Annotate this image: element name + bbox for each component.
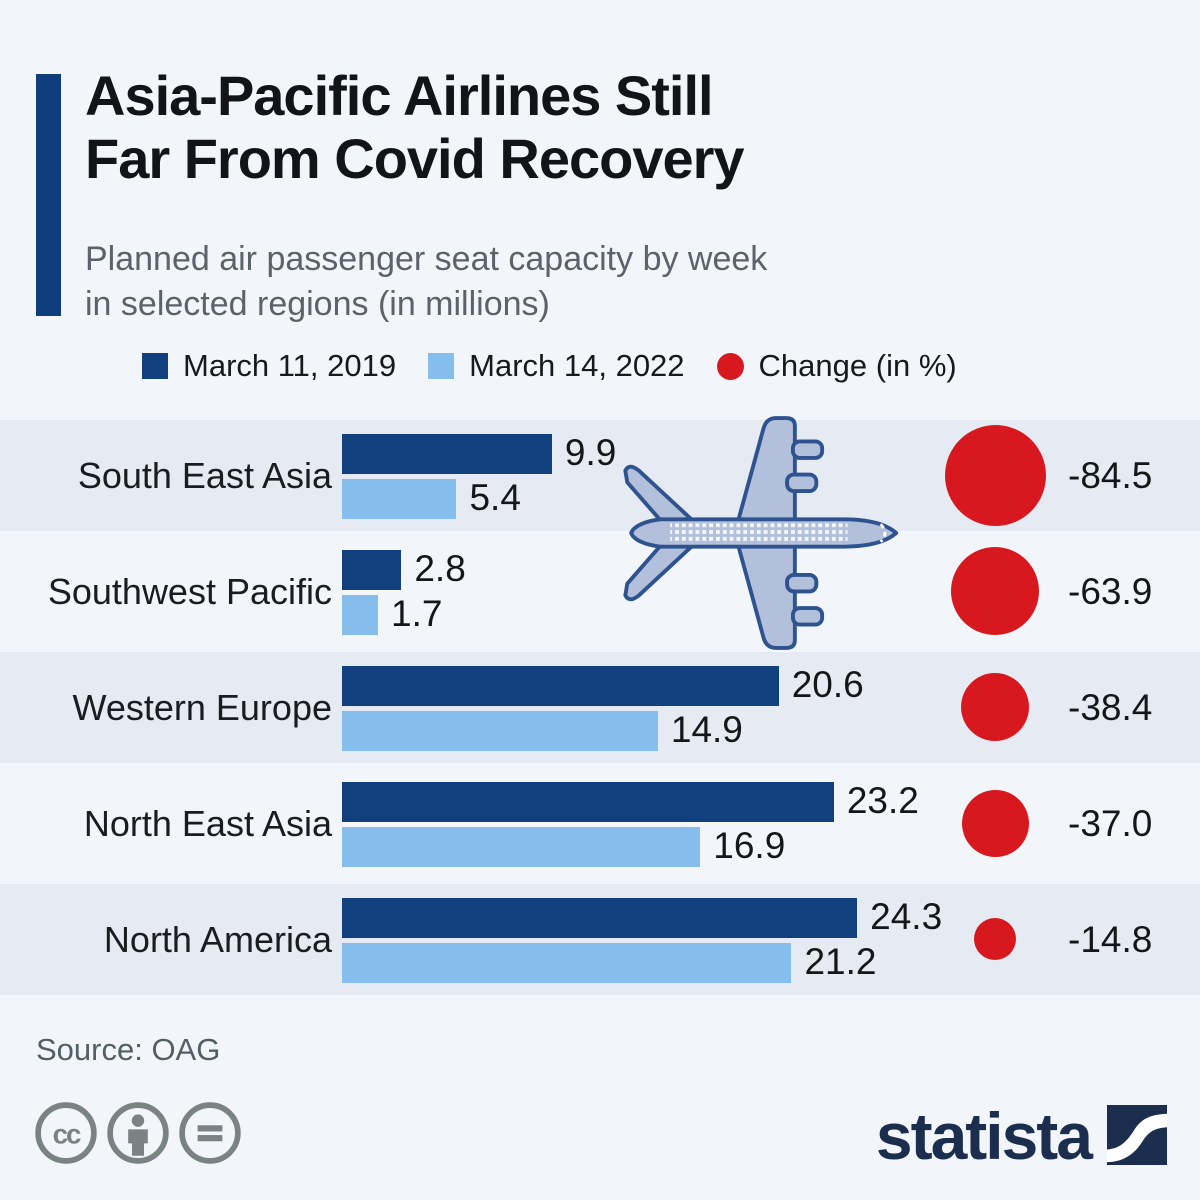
legend-swatch-2022: [428, 353, 455, 379]
change-value: -38.4: [1068, 686, 1153, 728]
bar-2019: [342, 782, 834, 822]
bar-2019: [342, 666, 779, 706]
bar-2022: [342, 479, 457, 519]
bar-value-2022: 21.2: [804, 941, 877, 982]
change-bubble: [951, 547, 1039, 635]
svg-text:cc: cc: [53, 1118, 81, 1149]
legend-item-2022: March 14, 2022: [428, 348, 685, 384]
bar-group: 20.6 14.9: [342, 652, 902, 763]
source-note: Source: OAG: [36, 1032, 221, 1067]
cc-icon[interactable]: cc: [34, 1101, 98, 1165]
bar-group: 23.2 16.9: [342, 768, 919, 879]
chart-row: North East Asia 23.2 16.9 -37.0: [0, 768, 1200, 879]
statista-wordmark: statista: [875, 1099, 1093, 1173]
bar-2019: [342, 550, 402, 590]
region-label: North America: [103, 918, 332, 960]
region-label: Southwest Pacific: [47, 570, 332, 612]
change-value: -63.9: [1068, 570, 1153, 612]
chart-row: Southwest Pacific 2.8 1.7 -63.9: [0, 536, 1200, 647]
chart-row: Western Europe 20.6 14.9 -38.4: [0, 652, 1200, 763]
subtitle: Planned air passenger seat capacity by w…: [85, 237, 1085, 327]
bar-value-2019: 24.3: [870, 896, 943, 937]
title-accent-bar: [36, 74, 61, 316]
subtitle-line-1: Planned air passenger seat capacity by w…: [85, 240, 768, 278]
legend-item-change: Change (in %): [716, 348, 957, 384]
change-bubble: [961, 673, 1029, 741]
bar-value-2022: 1.7: [391, 593, 443, 634]
legend-item-2019: March 11, 2019: [142, 348, 396, 384]
change-bubble: [944, 424, 1046, 526]
title-line-1: Asia-Pacific Airlines Still: [85, 64, 714, 127]
legend-swatch-change: [716, 352, 744, 380]
change-value: -84.5: [1068, 454, 1153, 496]
chart-row: South East Asia 9.9 5.4 -84.5: [0, 420, 1200, 531]
title-line-2: Far From Covid Recovery: [85, 127, 745, 190]
bar-value-2019: 20.6: [791, 664, 864, 705]
region-label: South East Asia: [77, 454, 332, 496]
change-bubble: [961, 789, 1029, 857]
legend-swatch-2019: [142, 353, 168, 379]
bar-2022: [342, 827, 701, 867]
bar-group: 9.9 5.4: [342, 420, 902, 531]
region-label: North East Asia: [83, 802, 332, 844]
statista-logo-icon: [1107, 1105, 1167, 1165]
bar-value-2022: 14.9: [670, 709, 743, 750]
change-value: -37.0: [1068, 802, 1153, 844]
bar-2022: [342, 595, 379, 635]
bar-value-2022: 5.4: [469, 477, 521, 518]
legend: March 11, 2019 March 14, 2022 Change (in…: [142, 348, 957, 384]
bar-group: 2.8 1.7: [342, 536, 902, 647]
page-title: Asia-Pacific Airlines Still Far From Cov…: [85, 64, 1085, 190]
bar-2022: [342, 943, 792, 983]
bar-2022: [342, 711, 658, 751]
bar-value-2019: 2.8: [414, 548, 466, 589]
bar-group: 24.3 21.2: [342, 884, 942, 995]
bar-chart: South East Asia 9.9 5.4 -84.5 Southwest …: [0, 420, 1200, 1000]
cc-equals-icon[interactable]: [178, 1101, 242, 1165]
cc-attribution-icon[interactable]: [106, 1101, 170, 1165]
airplane-illustration: [623, 416, 899, 650]
chart-row: North America 24.3 21.2 -14.8: [0, 884, 1200, 995]
legend-label-change: Change (in %): [758, 348, 957, 383]
region-label: Western Europe: [72, 686, 332, 728]
bar-value-2019: 23.2: [846, 780, 919, 821]
bar-value-2019: 9.9: [564, 432, 617, 473]
bar-value-2022: 16.9: [713, 825, 786, 866]
bar-2019: [342, 898, 858, 938]
change-value: -14.8: [1068, 918, 1153, 960]
subtitle-line-2: in selected regions (in millions): [85, 285, 550, 323]
bar-2019: [342, 434, 552, 474]
legend-label-2019: March 11, 2019: [183, 348, 397, 383]
legend-label-2022: March 14, 2022: [469, 348, 685, 383]
statista-branding[interactable]: statista: [875, 1099, 1167, 1173]
license-icons: cc: [34, 1101, 242, 1165]
change-bubble: [974, 918, 1016, 960]
